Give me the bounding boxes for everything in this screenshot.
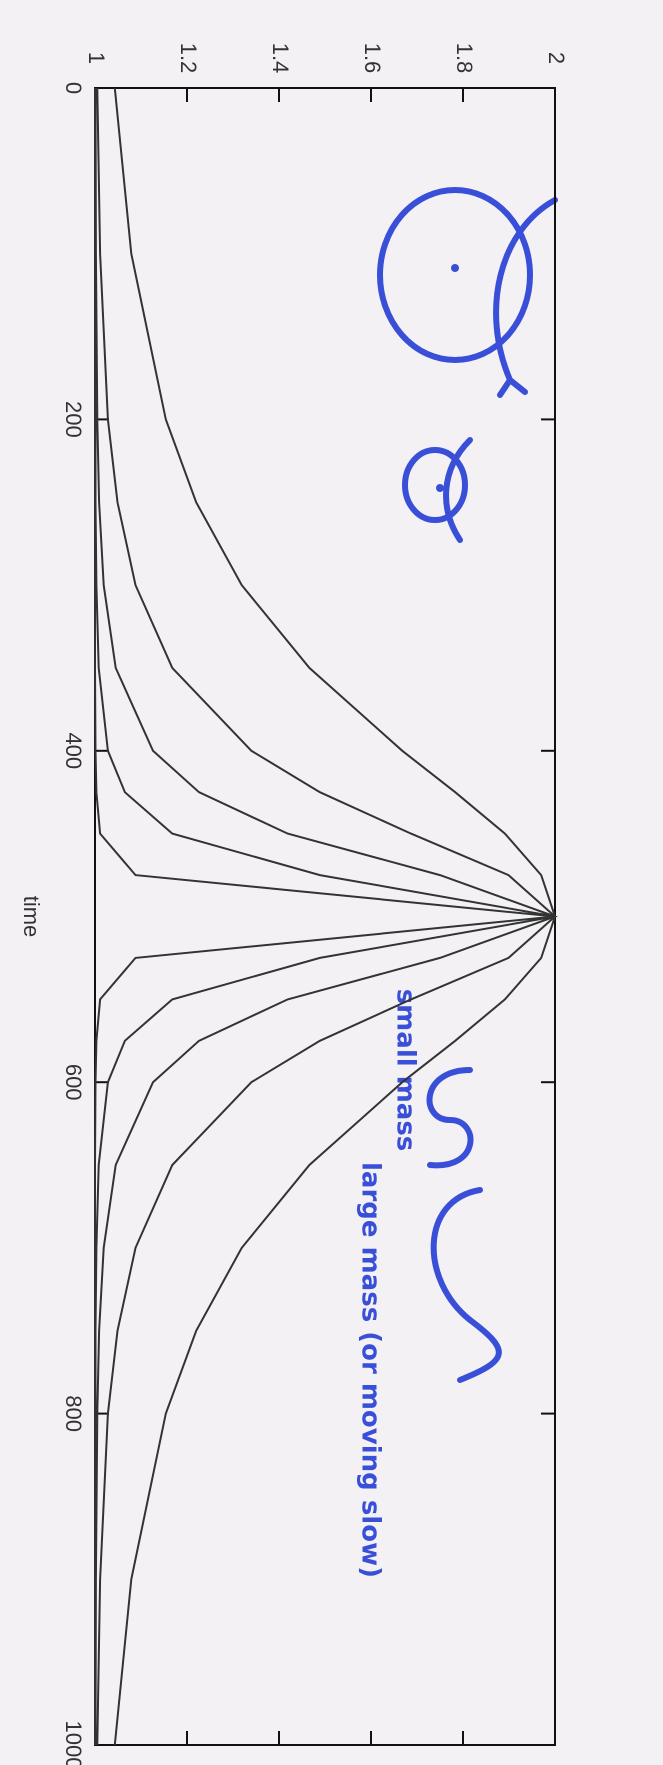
paper (0, 0, 663, 1765)
y-tick-label: 1.6 (360, 43, 385, 74)
x-tick-label: 0 (61, 82, 86, 94)
y-tick-label: 1 (84, 52, 109, 64)
y-tick-label: 2 (544, 52, 569, 64)
x-tick-label: 400 (61, 732, 86, 769)
page: time small mass large mass (or moving sl… (0, 0, 663, 1765)
y-tick-label: 1.4 (268, 43, 293, 74)
sketch-dot (451, 264, 459, 272)
chart: time small mass large mass (or moving sl… (0, 0, 663, 1765)
y-tick-label: 1.2 (176, 43, 201, 74)
sketch-dot (436, 484, 444, 492)
y-tick-label: 1.8 (452, 43, 477, 74)
annotation: small mass (391, 989, 421, 1152)
x-tick-label: 800 (61, 1395, 86, 1432)
x-tick-label: 1000 (61, 1721, 86, 1765)
x-tick-label: 200 (61, 401, 86, 438)
annotation: large mass (or moving slow) (356, 1162, 386, 1578)
x-tick-label: 600 (61, 1064, 86, 1101)
x-axis-label: time (19, 896, 44, 938)
